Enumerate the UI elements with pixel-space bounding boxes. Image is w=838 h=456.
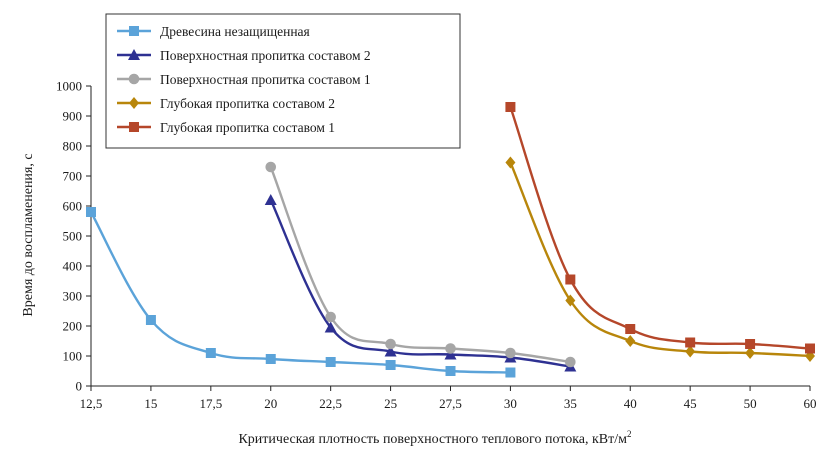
x-tick-label: 30 xyxy=(504,396,517,411)
data-point xyxy=(325,311,336,323)
data-point xyxy=(145,315,156,325)
data-point xyxy=(565,356,576,368)
data-point xyxy=(325,357,336,367)
legend-label: Глубокая пропитка составом 1 xyxy=(160,120,335,135)
legend-marker xyxy=(129,97,139,109)
y-tick-label: 600 xyxy=(63,199,83,214)
data-point xyxy=(205,348,216,358)
data-point xyxy=(625,335,636,347)
data-point xyxy=(445,343,456,354)
legend: Древесина незащищенная Поверхностная проп… xyxy=(105,13,461,149)
legend-item: Глубокая пропитка составом 2 xyxy=(117,96,335,111)
data-point xyxy=(385,338,396,350)
legend-marker xyxy=(129,26,139,36)
data-point xyxy=(265,161,277,173)
x-tick-label: 50 xyxy=(744,396,757,411)
data-point xyxy=(86,207,96,217)
data-point xyxy=(384,345,397,357)
y-tick-label: 500 xyxy=(63,229,83,244)
data-point xyxy=(505,347,516,359)
y-tick-label: 800 xyxy=(63,139,83,154)
series-5 xyxy=(505,102,815,354)
x-ticks: 12,5 15 17,5 20 22,5 25 27,5 30 35 40 45 50 60 xyxy=(80,386,817,411)
data-point xyxy=(745,347,756,359)
data-point xyxy=(265,354,276,364)
legend-box xyxy=(105,13,461,149)
data-point xyxy=(805,343,815,354)
y-tick-label: 200 xyxy=(63,319,83,334)
series-4 xyxy=(505,156,815,362)
legend-items: Древесина незащищенная Поверхностная проп… xyxy=(117,24,371,135)
data-point xyxy=(565,294,576,307)
x-tick-label: 27,5 xyxy=(439,396,462,411)
y-ticks: 0 100 200 300 400 500 600 700 800 900 1000 xyxy=(56,79,91,394)
data-point xyxy=(745,339,756,349)
x-tick-label: 40 xyxy=(624,396,637,411)
x-axis-title: Критическая плотность поверхностного теп… xyxy=(238,429,631,447)
data-point xyxy=(505,102,516,112)
y-tick-label: 1000 xyxy=(56,79,82,94)
data-point xyxy=(625,324,636,334)
legend-label: Поверхностная пропитка составом 2 xyxy=(160,48,371,63)
x-tick-label: 45 xyxy=(684,396,697,411)
y-axis-title: Время до воспламенения, с xyxy=(21,153,36,316)
y-tick-label: 400 xyxy=(63,259,83,274)
data-point xyxy=(565,274,576,285)
x-tick-label: 12,5 xyxy=(80,396,103,411)
data-point xyxy=(685,345,696,358)
x-axis-title-main: Критическая плотность поверхностного теп… xyxy=(238,432,627,447)
legend-marker xyxy=(129,122,139,132)
series-3 xyxy=(265,161,576,368)
legend-label: Глубокая пропитка составом 2 xyxy=(160,96,335,111)
y-tick-label: 900 xyxy=(63,109,83,124)
legend-item: Древесина незащищенная xyxy=(117,24,310,39)
y-tick-label: 700 xyxy=(63,169,83,184)
series-line xyxy=(269,199,571,368)
x-tick-label: 60 xyxy=(804,396,817,411)
data-point xyxy=(505,367,516,378)
data-point xyxy=(264,194,277,205)
data-point xyxy=(445,366,456,376)
data-point xyxy=(505,156,516,169)
y-tick-label: 300 xyxy=(63,289,83,304)
y-tick-label: 100 xyxy=(63,349,83,364)
x-tick-label: 20 xyxy=(264,396,277,411)
legend-label: Поверхностная пропитка составом 1 xyxy=(160,72,371,87)
series-line xyxy=(509,162,811,358)
legend-item: Глубокая пропитка составом 1 xyxy=(117,120,335,135)
legend-label: Древесина незащищенная xyxy=(160,24,310,39)
data-point xyxy=(385,360,396,370)
data-point xyxy=(444,348,457,360)
legend-item: Поверхностная пропитка составом 2 xyxy=(117,48,371,63)
x-tick-label: 25 xyxy=(384,396,397,411)
series-line xyxy=(269,166,571,364)
series-layer xyxy=(86,102,815,378)
x-tick-label: 17,5 xyxy=(199,396,222,411)
x-tick-label: 35 xyxy=(564,396,577,411)
legend-marker xyxy=(128,73,140,85)
x-tick-label: 15 xyxy=(144,396,157,411)
x-axis-title-superscript: 2 xyxy=(627,429,632,439)
series-2 xyxy=(264,194,577,372)
x-tick-label: 22,5 xyxy=(319,396,342,411)
data-point xyxy=(324,321,337,333)
legend-marker xyxy=(128,49,140,60)
series-1 xyxy=(86,207,516,378)
series-line xyxy=(509,106,811,350)
y-tick-label: 0 xyxy=(76,379,83,394)
legend-item: Поверхностная пропитка составом 1 xyxy=(117,72,371,87)
data-point xyxy=(685,337,696,348)
